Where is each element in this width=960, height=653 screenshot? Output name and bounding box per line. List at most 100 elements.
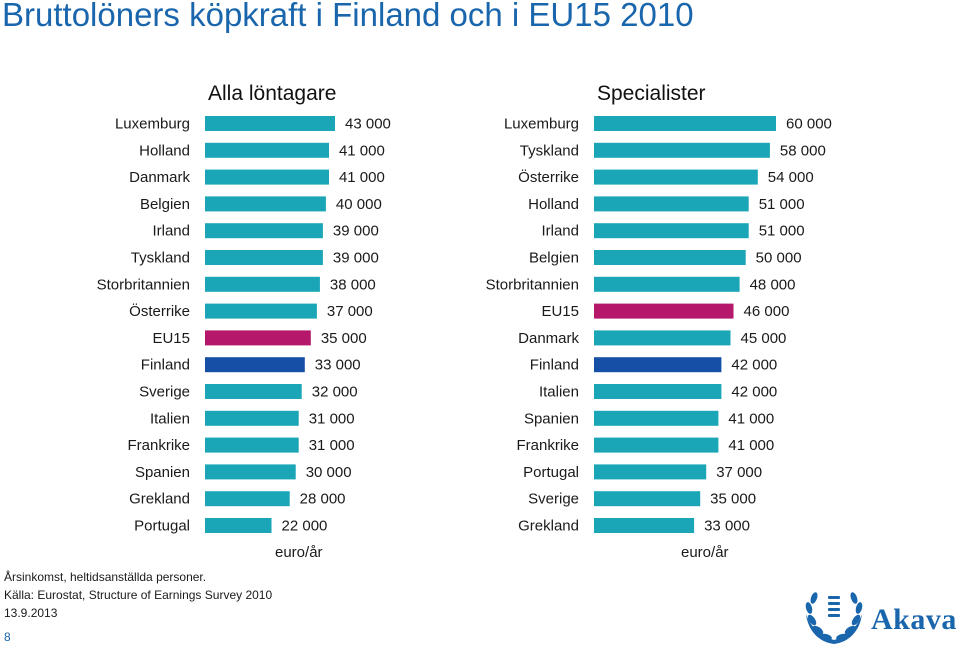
bar-italien <box>594 384 722 399</box>
bar-danmark <box>594 330 731 346</box>
category-label-italien: Italien <box>150 410 190 427</box>
value-label-grekland: 28 000 <box>300 491 346 508</box>
value-label-belgien: 40 000 <box>336 196 382 213</box>
bar-belgien <box>594 250 746 265</box>
bar--sterrike <box>594 169 758 185</box>
panel-title-alla-lontagare: Alla löntagare <box>208 82 337 105</box>
category-label--sterrike: Österrike <box>129 302 190 320</box>
value-label-storbritannien: 38 000 <box>330 276 376 293</box>
value-label-danmark: 41 000 <box>339 169 385 186</box>
value-label-irland: 39 000 <box>333 223 379 240</box>
bar-irland <box>205 223 323 239</box>
value-label-eu15: 35 000 <box>321 330 367 347</box>
value-label-holland: 51 000 <box>759 196 805 213</box>
bar-eu15 <box>205 330 311 346</box>
footnote-definition: Årsinkomst, heltidsanställda personer. <box>4 570 207 584</box>
footnote-date: 13.9.2013 <box>4 606 58 620</box>
bar-italien <box>205 410 299 426</box>
panel-title-specialister: Specialister <box>597 82 706 105</box>
category-label-storbritannien: Storbritannien <box>97 276 190 293</box>
category-label-storbritannien: Storbritannien <box>486 276 579 293</box>
category-label-tyskland: Tyskland <box>131 250 190 267</box>
value-label-sverige: 35 000 <box>710 491 756 508</box>
footnote-source: Källa: Eurostat, Structure of Earnings S… <box>4 588 273 602</box>
value-label-eu15: 46 000 <box>744 303 790 320</box>
akava-laurel-logo-icon <box>805 592 863 644</box>
bar-danmark <box>205 169 329 185</box>
category-label-irland: Irland <box>152 223 190 240</box>
value-label-belgien: 50 000 <box>756 250 802 267</box>
value-label--sterrike: 37 000 <box>327 303 373 320</box>
bar-tyskland <box>205 250 323 265</box>
value-label-danmark: 45 000 <box>741 330 787 347</box>
value-label-tyskland: 58 000 <box>780 142 826 159</box>
value-label-frankrike: 31 000 <box>309 437 355 454</box>
category-label-portugal: Portugal <box>523 464 579 481</box>
category-label-italien: Italien <box>539 384 579 401</box>
bar-finland <box>205 357 305 373</box>
value-label-frankrike: 41 000 <box>728 437 774 454</box>
value-label-spanien: 30 000 <box>306 464 352 481</box>
category-label-spanien: Spanien <box>135 464 190 481</box>
value-label-spanien: 41 000 <box>728 410 774 427</box>
bar-storbritannien <box>594 276 740 292</box>
category-label-belgien: Belgien <box>140 196 190 213</box>
value-label-finland: 42 000 <box>731 357 777 374</box>
bar-grekland <box>205 491 290 507</box>
category-label-danmark: Danmark <box>518 330 579 347</box>
category-label-holland: Holland <box>139 142 190 159</box>
logo-text: Akava <box>871 603 957 636</box>
bar-holland <box>594 196 749 212</box>
value-label-luxemburg: 43 000 <box>345 116 391 133</box>
bar-grekland <box>594 518 695 533</box>
category-label-irland: Irland <box>541 223 579 240</box>
value-label-luxemburg: 60 000 <box>786 116 832 133</box>
category-label-finland: Finland <box>530 357 579 374</box>
category-label-grekland: Grekland <box>518 518 579 535</box>
value-label-italien: 31 000 <box>309 410 355 427</box>
category-label-belgien: Belgien <box>529 250 579 267</box>
bar-luxemburg <box>594 116 776 131</box>
bar-spanien <box>205 464 296 480</box>
page-number: 8 <box>4 630 11 644</box>
bar-frankrike <box>594 437 719 453</box>
bar-sverige <box>594 491 701 507</box>
category-label-eu15: EU15 <box>541 303 579 320</box>
value-label-sverige: 32 000 <box>312 384 358 401</box>
value-label-storbritannien: 48 000 <box>750 276 796 293</box>
bar-spanien <box>594 410 719 426</box>
category-label-frankrike: Frankrike <box>127 437 190 454</box>
axis-unit-label: euro/år <box>681 544 729 561</box>
axis-unit-label: euro/år <box>275 544 323 561</box>
bar-belgien <box>205 196 326 212</box>
category-label-spanien: Spanien <box>524 410 579 427</box>
value-label-finland: 33 000 <box>315 357 361 374</box>
category-label-grekland: Grekland <box>129 491 190 508</box>
category-label-luxemburg: Luxemburg <box>115 116 190 133</box>
category-label-sverige: Sverige <box>139 384 190 401</box>
bar-sverige <box>205 384 302 399</box>
bar--sterrike <box>205 303 317 319</box>
chart-alla-lontagare: Luxemburg 43 000 Holland 41 000 Danmark 41 00… <box>97 116 391 562</box>
bar-frankrike <box>205 437 299 453</box>
value-label-portugal: 37 000 <box>716 464 762 481</box>
category-label--sterrike: Österrike <box>518 168 579 186</box>
category-label-holland: Holland <box>528 196 579 213</box>
page-title: Bruttolöners köpkraft i Finland och i EU… <box>2 0 694 33</box>
value-label--sterrike: 54 000 <box>768 169 814 186</box>
category-label-sverige: Sverige <box>528 491 579 508</box>
bar-portugal <box>594 464 707 480</box>
value-label-holland: 41 000 <box>339 142 385 159</box>
bar-tyskland <box>594 142 770 158</box>
value-label-tyskland: 39 000 <box>333 250 379 267</box>
value-label-portugal: 22 000 <box>282 518 328 535</box>
bar-portugal <box>205 518 272 533</box>
value-label-irland: 51 000 <box>759 223 805 240</box>
category-label-finland: Finland <box>141 357 190 374</box>
bar-finland <box>594 357 722 373</box>
bar-eu15 <box>594 303 734 319</box>
bar-irland <box>594 223 749 239</box>
bar-storbritannien <box>205 276 320 292</box>
bar-holland <box>205 142 329 158</box>
